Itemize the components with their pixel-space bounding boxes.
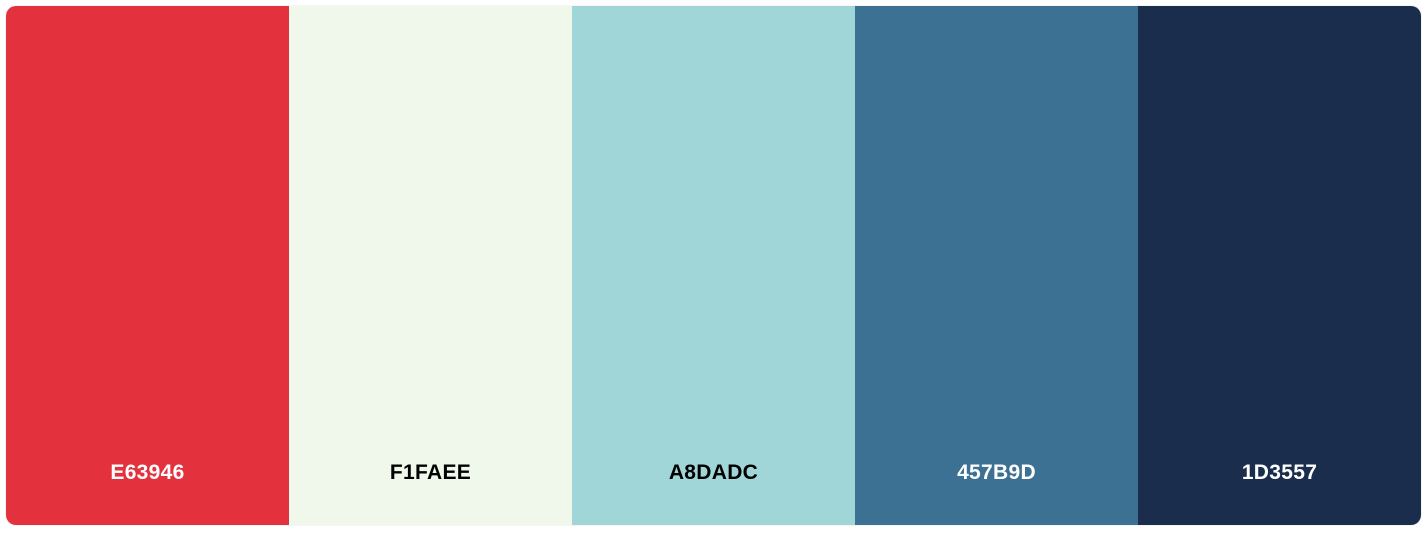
color-swatch-4[interactable]: 457B9D: [855, 6, 1138, 525]
color-swatch-2[interactable]: F1FAEE: [289, 6, 572, 525]
swatch-hex-label[interactable]: A8DADC: [668, 461, 759, 484]
color-swatch-5[interactable]: 1D3557: [1138, 6, 1421, 525]
color-swatch-3[interactable]: A8DADC: [572, 6, 855, 525]
color-swatch-1[interactable]: E63946: [6, 6, 289, 525]
color-palette: E63946 F1FAEE A8DADC 457B9D 1D3557: [6, 6, 1421, 525]
swatch-hex-label[interactable]: 1D3557: [1241, 461, 1318, 484]
swatch-hex-label[interactable]: F1FAEE: [389, 461, 472, 484]
swatch-hex-label[interactable]: E63946: [110, 461, 185, 484]
swatch-hex-label[interactable]: 457B9D: [957, 461, 1036, 484]
